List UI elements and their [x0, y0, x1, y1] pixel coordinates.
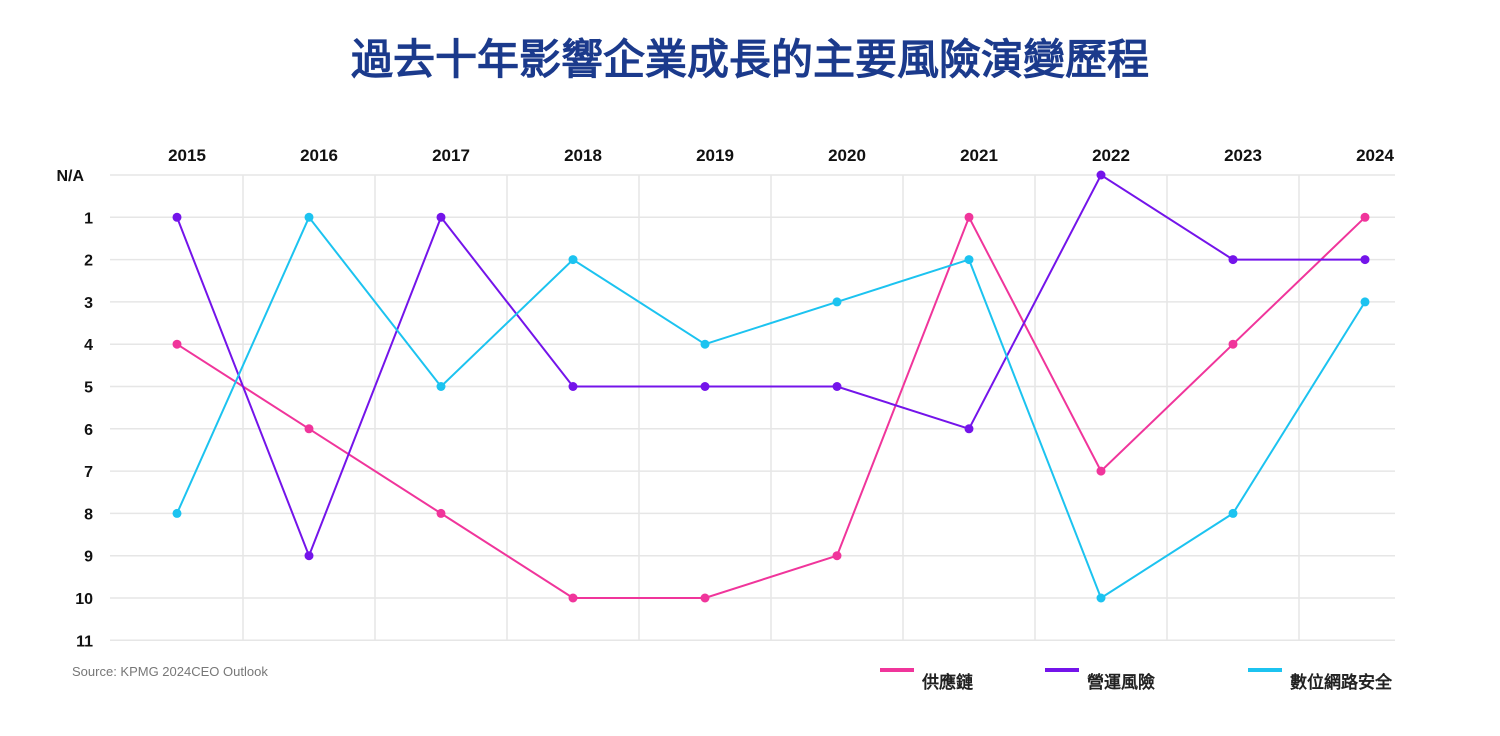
data-point	[700, 382, 710, 391]
legend: 供應鏈 營運風險 數位網路安全	[880, 668, 1393, 693]
series-0	[172, 212, 1370, 603]
y-tick-label: 9	[84, 549, 93, 566]
data-point	[1228, 255, 1238, 265]
x-tick-label: 2019	[696, 146, 734, 165]
data-point	[304, 424, 314, 434]
y-tick-label: 8	[84, 506, 93, 523]
data-point	[1360, 297, 1370, 307]
data-point	[832, 551, 842, 561]
y-tick-label: 11	[76, 633, 93, 650]
data-point	[568, 255, 578, 265]
series-line	[176, 214, 1366, 599]
data-point	[1096, 466, 1106, 476]
x-axis-labels: 2015 2016 2017 2018 2019 2020 2021 2022 2023 2024	[168, 146, 1394, 165]
x-tick-label: 2023	[1224, 146, 1262, 165]
data-point	[1096, 593, 1106, 603]
data-point	[172, 339, 182, 349]
data-point	[700, 593, 710, 603]
x-tick-label: 2015	[168, 146, 206, 165]
y-tick-label: 5	[84, 380, 93, 397]
x-tick-label: 2020	[828, 146, 866, 165]
data-point	[832, 297, 842, 307]
y-tick-label: 4	[84, 337, 93, 354]
series-1	[172, 170, 1370, 561]
series-2	[172, 212, 1370, 603]
data-point	[304, 212, 314, 222]
data-point	[964, 424, 974, 434]
data-point	[436, 508, 446, 518]
data-point	[568, 593, 578, 603]
y-tick-label: 6	[84, 422, 93, 439]
x-tick-label: 2016	[300, 146, 338, 165]
data-point	[304, 551, 314, 561]
source-note: Source: KPMG 2024CEO Outlook	[72, 664, 268, 679]
data-point	[436, 212, 446, 222]
x-tick-label: 2022	[1092, 146, 1130, 165]
data-point	[1096, 170, 1106, 180]
series-group	[172, 170, 1370, 603]
y-axis-labels: N/A 1 2 3 4 5 6 7 8 9 10 11	[56, 168, 93, 650]
y-tick-label: 2	[84, 253, 93, 270]
x-tick-label: 2017	[432, 146, 470, 165]
data-point	[568, 382, 578, 391]
data-point	[1360, 255, 1370, 265]
y-tick-label: N/A	[56, 168, 84, 185]
data-point	[964, 255, 974, 265]
data-point	[832, 382, 842, 391]
x-tick-label: 2018	[564, 146, 602, 165]
data-point	[1360, 212, 1370, 222]
data-point	[700, 339, 710, 349]
y-tick-label: 1	[84, 210, 93, 227]
data-point	[172, 212, 182, 222]
grid	[110, 174, 1395, 642]
x-tick-label: 2024	[1356, 146, 1394, 165]
data-point	[172, 508, 182, 518]
series-line	[176, 215, 1366, 600]
y-tick-label: 3	[84, 295, 93, 312]
legend-label: 數位網路安全	[1290, 672, 1393, 693]
data-point	[964, 212, 974, 222]
legend-label: 營運風險	[1087, 672, 1155, 693]
legend-label: 供應鏈	[921, 672, 973, 693]
data-point	[1228, 339, 1238, 349]
data-point	[436, 382, 446, 391]
x-tick-label: 2021	[960, 146, 998, 165]
series-line	[176, 173, 1365, 559]
data-point	[1228, 508, 1238, 518]
chart-title: 過去十年影響企業成長的主要風險演變歷程	[351, 35, 1149, 84]
y-tick-label: 10	[75, 591, 93, 608]
y-tick-label: 7	[84, 464, 93, 481]
